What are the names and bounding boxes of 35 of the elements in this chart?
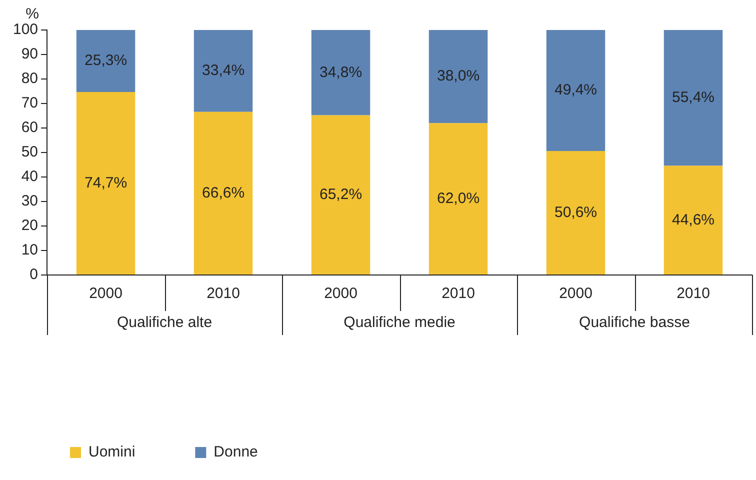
data-label: 62,0%	[436, 190, 480, 207]
x-tick-label: 2000	[324, 285, 358, 302]
y-tick-label: 50	[21, 144, 38, 161]
x-tick-label: 2010	[676, 285, 710, 302]
data-label: 55,4%	[672, 89, 715, 106]
data-label: 50,6%	[554, 204, 598, 221]
y-tick-label: 20	[21, 217, 38, 234]
data-label: 74,7%	[84, 174, 128, 192]
data-label: 34,8%	[319, 64, 362, 81]
x-tick-label: 2000	[559, 285, 592, 302]
y-tick-label: 70	[21, 94, 38, 112]
text: Qualifiche alte	[116, 314, 212, 332]
text: Qualifiche basse	[579, 314, 690, 332]
data-label: 25,3%	[84, 52, 128, 70]
y-tick-label: 30	[21, 192, 38, 210]
y-axis-title: %	[26, 6, 40, 23]
legend-label: Donne	[214, 444, 258, 461]
y-tick-label: 100	[12, 21, 38, 38]
data-label: 66,6%	[202, 184, 245, 202]
x-tick-label: 2010	[442, 285, 475, 302]
y-tick-label: 80	[21, 70, 38, 88]
data-label: 33,4%	[202, 62, 245, 80]
x-tick-label: 2000	[89, 285, 122, 302]
y-tick-label: 40	[21, 168, 38, 186]
y-tick-label: 0	[30, 266, 38, 284]
x-tick-label: 2010	[206, 285, 240, 302]
data-label: 38,0%	[436, 68, 480, 85]
y-tick-label: 60	[21, 119, 38, 136]
data-label: 65,2%	[319, 186, 362, 204]
data-label: 44,6%	[672, 211, 715, 228]
legend-label: Uomini	[88, 444, 136, 461]
text: Qualifiche medie	[344, 314, 456, 332]
data-label: 49,4%	[554, 82, 598, 99]
y-tick-label: 90	[21, 46, 38, 63]
y-tick-label: 10	[21, 242, 38, 259]
